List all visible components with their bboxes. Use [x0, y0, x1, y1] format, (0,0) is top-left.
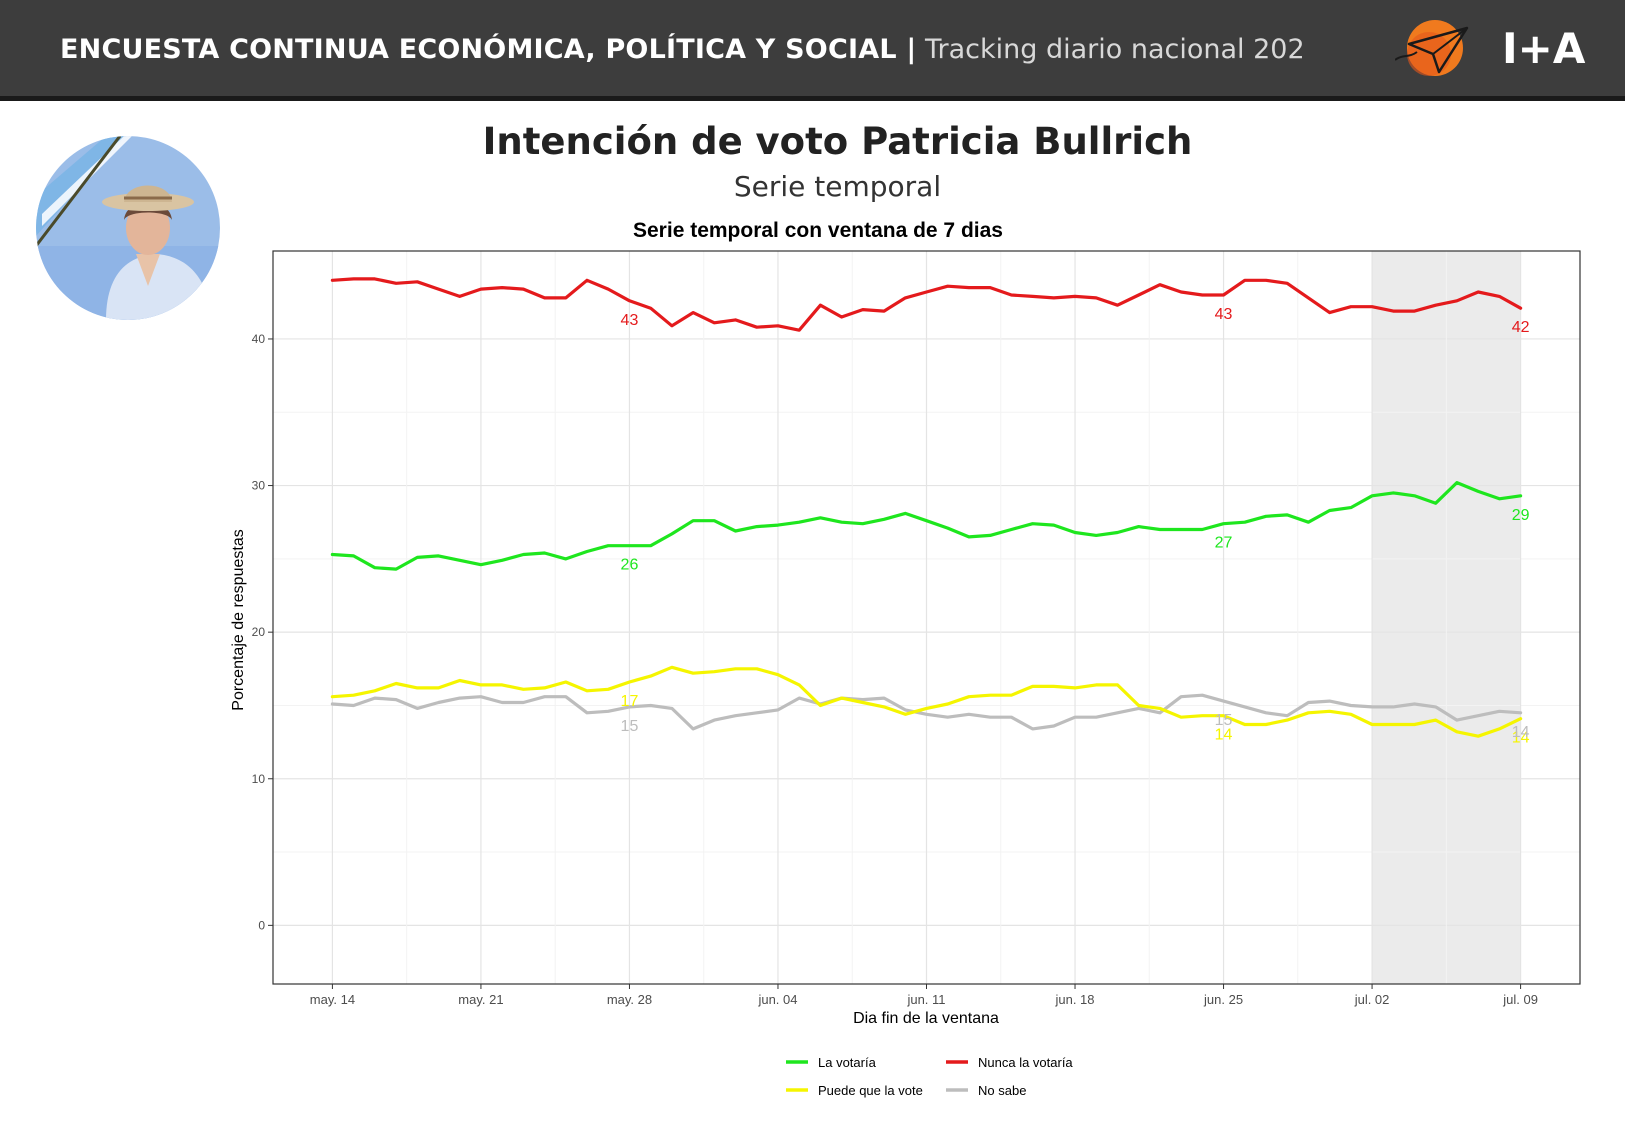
data-label-la-votaria: 27	[1215, 535, 1233, 552]
y-tick-label: 10	[252, 772, 266, 786]
series-line-no-sabe	[330, 693, 1523, 731]
y-axis-label: Porcentaje de respuestas	[230, 529, 247, 710]
data-label-no-sabe: 15	[621, 718, 639, 735]
data-label-no-sabe: 14	[1512, 724, 1530, 741]
data-label-la-votaria: 26	[621, 557, 639, 574]
y-tick-label: 20	[252, 625, 266, 639]
y-tick-label: 0	[258, 918, 265, 932]
series-line-nunca-la-votaria	[330, 277, 1523, 332]
legend-label: Nunca la votaría	[978, 1055, 1073, 1070]
data-label-puede-que-la-vote: 17	[621, 693, 639, 710]
x-tick-label: may. 21	[458, 992, 503, 1007]
brand-logo-text: I+A	[1502, 24, 1586, 73]
axes: 0 10 20 30 40 may. 14 may. 21 may. 28 jun. 04 jun…	[252, 250, 1581, 1007]
x-tick-label: jul. 09	[1502, 992, 1538, 1007]
data-label-la-votaria: 29	[1512, 507, 1530, 524]
legend-label: No sabe	[978, 1083, 1026, 1098]
y-tick-label: 40	[252, 332, 266, 346]
data-label-puede-que-la-vote: 14	[1215, 727, 1233, 744]
header-bar	[0, 0, 1625, 96]
data-label-no-sabe: 15	[1215, 712, 1233, 729]
x-tick-label: may. 28	[607, 992, 652, 1007]
x-tick-label: jun. 18	[1054, 992, 1094, 1007]
x-tick-label: jun. 11	[906, 992, 945, 1007]
header-title-sub: Tracking diario nacional 202	[924, 34, 1305, 65]
legend-label: Puede que la vote	[818, 1083, 923, 1098]
grid	[273, 251, 1580, 984]
data-label-nunca-la-votaria: 43	[1215, 306, 1233, 323]
header-divider	[0, 96, 1625, 101]
x-axis-label: Dia fin de la ventana	[853, 1010, 999, 1027]
series-line-puede-que-la-vote	[330, 665, 1523, 738]
y-tick-label: 30	[252, 479, 266, 493]
chart-title: Serie temporal con ventana de 7 dias	[633, 219, 1003, 242]
series-line-la-votaria	[330, 481, 1523, 571]
x-tick-label: jun. 04	[757, 992, 797, 1007]
series-lines	[330, 277, 1523, 738]
legend: La votaría Nunca la votaría Puede que la v…	[786, 1055, 1073, 1098]
data-label-puede-que-la-vote: 14	[1512, 730, 1530, 747]
legend-label: La votaría	[818, 1055, 877, 1070]
x-tick-label: may. 14	[310, 992, 355, 1007]
data-label-nunca-la-votaria: 42	[1512, 319, 1530, 336]
plot-border	[272, 250, 1581, 985]
page-subtitle: Serie temporal	[733, 170, 942, 203]
x-tick-label: jul. 02	[1354, 992, 1390, 1007]
paper-plane-logo-icon	[1395, 20, 1469, 76]
data-label-nunca-la-votaria: 43	[621, 312, 639, 329]
header-title: ENCUESTA CONTINUA ECONÓMICA, POLÍTICA Y …	[60, 30, 1305, 70]
header-title-main: ENCUESTA CONTINUA ECONÓMICA, POLÍTICA Y …	[60, 34, 917, 65]
x-tick-label: jun. 25	[1203, 992, 1243, 1007]
page-title: Intención de voto Patricia Bullrich	[482, 120, 1193, 163]
